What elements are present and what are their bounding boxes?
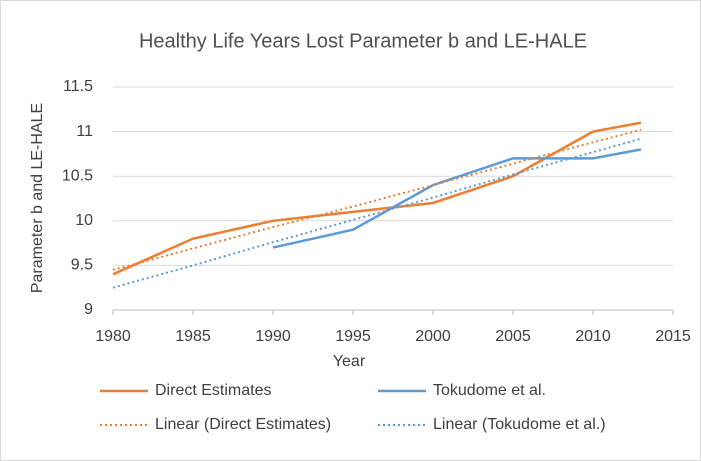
- series-line: [112, 128, 642, 271]
- x-tick-label: 1985: [175, 328, 211, 345]
- y-tick-label: 10: [75, 212, 93, 229]
- x-tick-label: 2005: [495, 328, 531, 345]
- legend-label: Direct Estimates: [155, 382, 271, 399]
- x-tick-label: 2000: [415, 328, 451, 345]
- x-tick-label: 1990: [255, 328, 291, 345]
- x-tick-label: 2010: [575, 328, 611, 345]
- chart-title: Healthy Life Years Lost Parameter b and …: [139, 30, 587, 52]
- x-axis-label: Year: [333, 353, 366, 370]
- x-tick-label: 2015: [655, 328, 691, 345]
- legend-label: Tokudome et al.: [433, 382, 546, 399]
- y-tick-label: 11.5: [63, 78, 93, 95]
- y-tick-label: 11: [76, 123, 93, 140]
- y-tick-label: 10.5: [62, 167, 93, 184]
- series-line: [272, 148, 642, 249]
- y-axis-label: Parameter b and LE-HALE: [29, 103, 46, 293]
- series-line: [112, 137, 642, 289]
- legend-label: Linear (Tokudome et al.): [433, 416, 606, 433]
- legend-label: Linear (Direct Estimates): [155, 416, 331, 433]
- x-tick-label: 1980: [95, 328, 131, 345]
- y-tick-label: 9: [84, 301, 93, 318]
- x-tick-label: 1995: [335, 328, 371, 345]
- y-tick-label: 9.5: [71, 257, 93, 274]
